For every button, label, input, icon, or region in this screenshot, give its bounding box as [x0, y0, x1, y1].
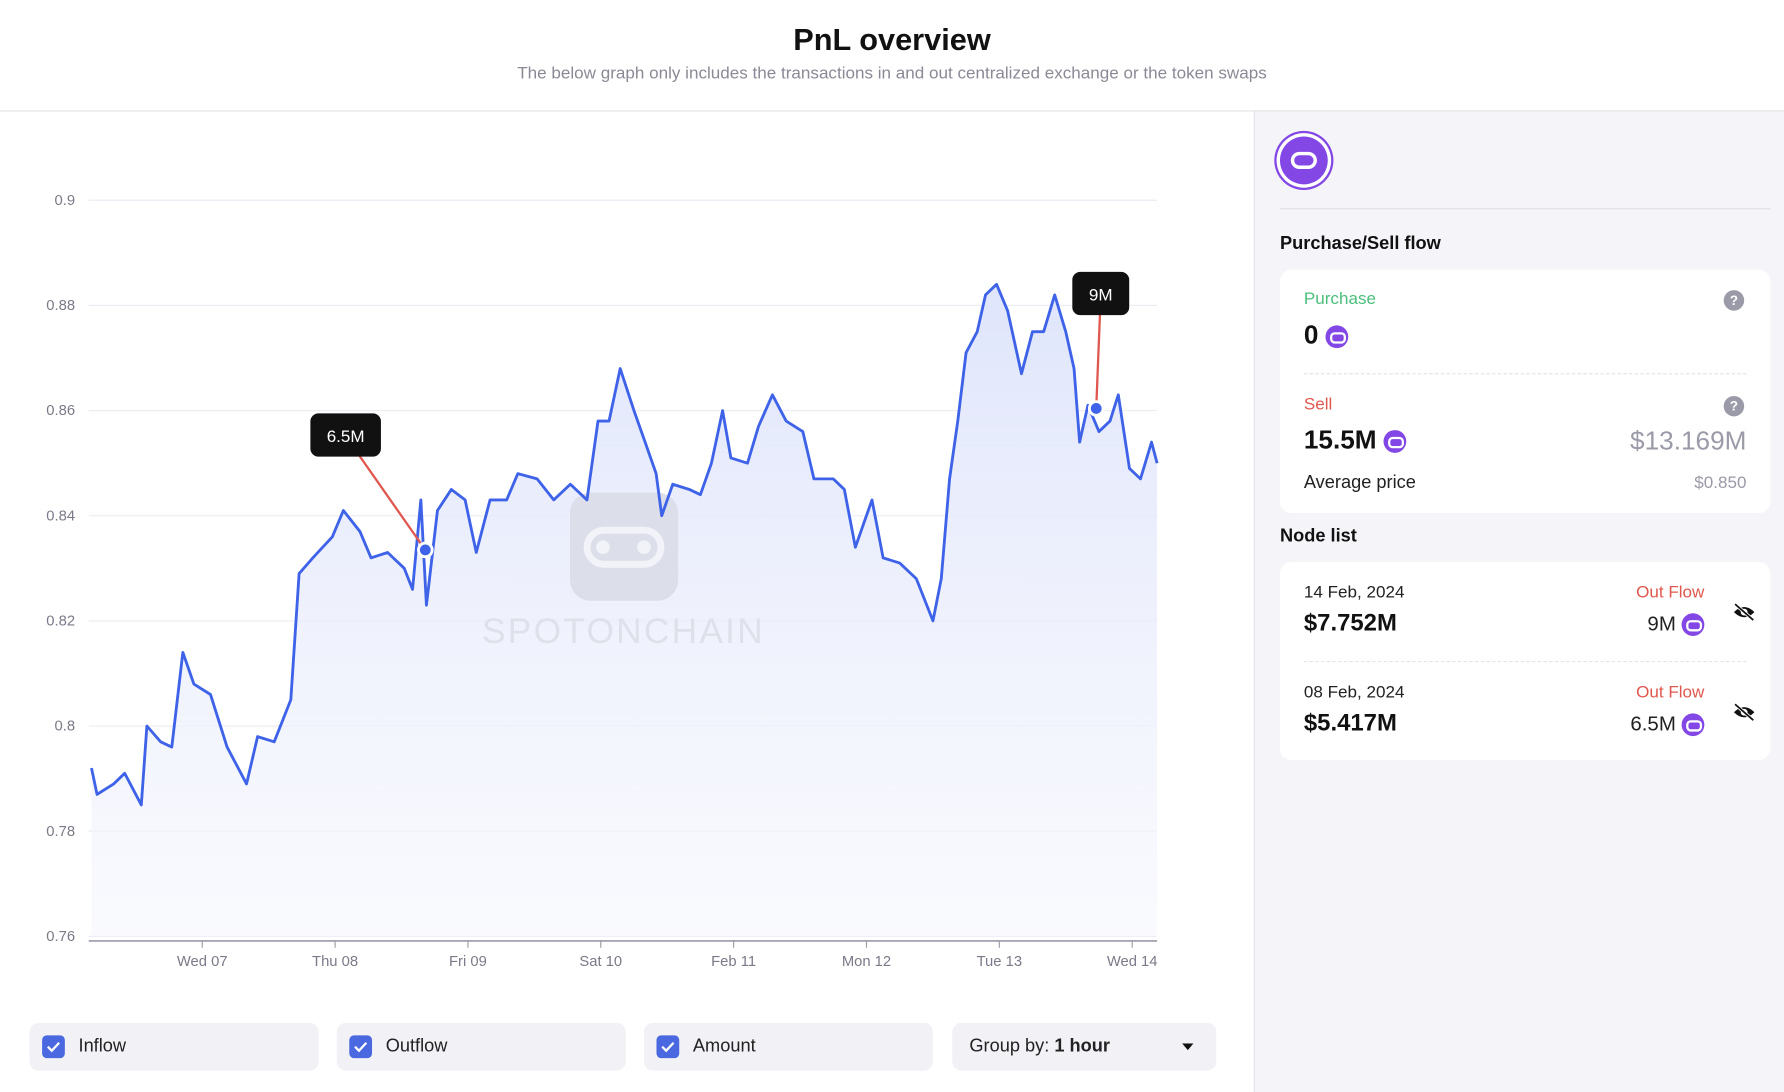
- node-amount: 9M: [1647, 612, 1705, 637]
- hide-icon[interactable]: [1732, 702, 1757, 722]
- purchase-value: 0: [1304, 320, 1349, 351]
- annotation-box: [310, 413, 381, 457]
- x-tick-label: Thu 08: [312, 954, 358, 970]
- amount-toggle[interactable]: Amount: [643, 1022, 933, 1071]
- y-tick-label: 0.82: [46, 613, 75, 629]
- divider: [1303, 373, 1747, 375]
- token-icon: [1279, 136, 1328, 185]
- subtitle: The below graph only includes the transa…: [517, 63, 1267, 84]
- hide-icon[interactable]: [1732, 602, 1757, 622]
- value: 1 hour: [1054, 1036, 1111, 1056]
- annotation-box: [1072, 271, 1130, 316]
- value: 15.5M: [1303, 424, 1377, 454]
- x-tick-label: Mon 12: [842, 954, 891, 970]
- sidebar: Purchase/Sell flow Purchase ? 0 Sell ? 1…: [1253, 111, 1784, 1092]
- value: 9M: [1647, 612, 1676, 635]
- value: 0: [1303, 319, 1319, 350]
- y-tick-label: 0.8: [55, 719, 76, 735]
- annotation-label: 6.5M: [327, 427, 365, 446]
- sell-value: 15.5M: [1304, 424, 1407, 455]
- x-tick-label: Wed 14: [1107, 954, 1158, 970]
- y-tick-label: 0.76: [46, 929, 75, 945]
- price-line: [90, 282, 1159, 807]
- x-tick-label: Sat 10: [579, 954, 622, 970]
- section-title: Node list: [1279, 526, 1357, 547]
- sell-usd: $13.169M: [1630, 425, 1747, 456]
- x-tick-label: Feb 11: [711, 954, 756, 970]
- label: Group by:: [969, 1036, 1050, 1056]
- value: 6.5M: [1630, 712, 1676, 735]
- x-tick-label: Tue 13: [977, 954, 1022, 970]
- help[interactable]: ?: [1723, 395, 1745, 417]
- divider: [1303, 661, 1747, 663]
- y-tick-label: 0.78: [46, 824, 75, 840]
- node-flow: Out Flow: [1636, 682, 1705, 702]
- node-amount: 6.5M: [1630, 712, 1705, 737]
- outflow-toggle[interactable]: Outflow: [336, 1022, 626, 1071]
- inflow-toggle[interactable]: Inflow: [29, 1022, 319, 1071]
- avg-label: Average price: [1303, 473, 1416, 493]
- title: PnL overview: [793, 22, 991, 57]
- watermark: SPOTONCHAIN: [482, 492, 765, 651]
- node-date: 08 Feb, 2024: [1303, 682, 1405, 702]
- y-tick-label: 0.86: [46, 403, 75, 419]
- group-select[interactable]: Group by: 1 hour: [952, 1022, 1217, 1071]
- node-flow: Out Flow: [1636, 582, 1705, 602]
- annotation-point: [1087, 400, 1105, 417]
- watermark-text: SPOTONCHAIN: [482, 612, 765, 651]
- section-title: Purchase/Sell flow: [1279, 234, 1441, 254]
- avg-value: $0.850: [1694, 473, 1747, 493]
- annotation-label: 9M: [1089, 285, 1113, 304]
- purchase-label: Purchase: [1303, 288, 1376, 309]
- label: Inflow: [78, 1036, 127, 1056]
- label: Amount: [692, 1036, 756, 1056]
- help[interactable]: ?: [1723, 290, 1745, 311]
- annotation: 6.5M: [310, 413, 381, 457]
- node-usd: $5.417M: [1303, 709, 1397, 737]
- chart: SPOTONCHAIN 0.76 0.78 0.8 0.82 0.84 0.86 0.88 0…: [46, 193, 1159, 970]
- node-row: 14 Feb, 2024 Out Flow $7.752M 9M: [1280, 562, 1770, 663]
- x-tick-label: Fri 09: [449, 954, 487, 970]
- node-date: 14 Feb, 2024: [1303, 582, 1405, 602]
- node-row: 08 Feb, 2024 Out Flow $5.417M 6.5M: [1280, 662, 1770, 762]
- sell-label: Sell: [1303, 394, 1333, 415]
- divider: [1279, 208, 1771, 210]
- y-tick-label: 0.88: [46, 298, 75, 314]
- flow-card: Purchase ? 0 Sell ? 15.5M $13.169M Avera…: [1279, 269, 1771, 514]
- annotation-point: [417, 541, 434, 559]
- area: [91, 284, 1158, 937]
- x-tick-label: Wed 07: [177, 954, 228, 970]
- y-tick-label: 0.9: [55, 193, 76, 209]
- node-card: 14 Feb, 2024 Out Flow $7.752M 9M 08 Feb,…: [1279, 562, 1771, 762]
- node-usd: $7.752M: [1303, 609, 1397, 637]
- y-tick-label: 0.84: [46, 508, 75, 524]
- annotation: 9M: [1072, 271, 1130, 316]
- label: Outflow: [385, 1036, 448, 1056]
- header: PnL overview The below graph only includ…: [0, 0, 1784, 112]
